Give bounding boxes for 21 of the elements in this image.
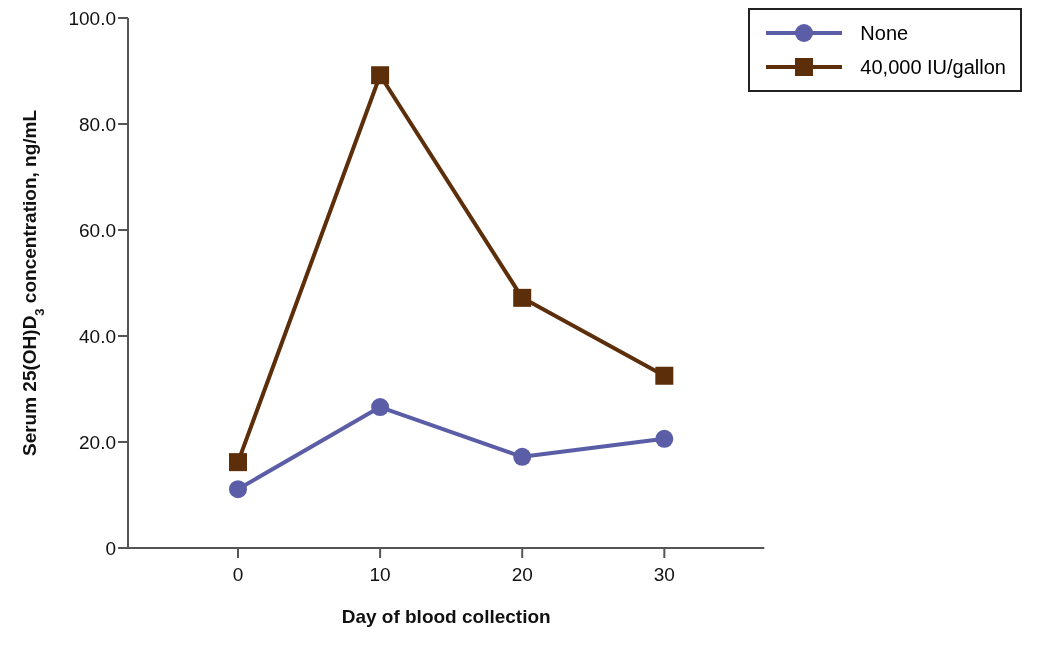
y-tick-label: 20.0	[79, 431, 116, 453]
legend-label: None	[860, 21, 909, 45]
y-tick-label: 60.0	[79, 219, 116, 241]
y-tick-label: 40.0	[79, 325, 116, 347]
y-tick-label: 0	[105, 537, 116, 559]
x-tick-label: 10	[369, 564, 391, 586]
y-tick-label: 80.0	[79, 113, 116, 135]
point	[371, 66, 390, 85]
point	[655, 429, 674, 448]
point	[229, 453, 247, 472]
point	[655, 366, 674, 385]
x-tick-label: 0	[232, 564, 244, 586]
y-tick-label: 100.0	[68, 7, 116, 29]
point	[513, 447, 532, 466]
point	[371, 398, 390, 417]
legend-label: 40,000 IU/gallon	[860, 55, 1006, 79]
x-tick-label: 30	[653, 564, 675, 586]
point	[229, 480, 247, 499]
x-axis-title: Day of blood collection	[341, 606, 551, 627]
x-tick-label: 20	[511, 564, 533, 586]
point	[513, 288, 532, 307]
